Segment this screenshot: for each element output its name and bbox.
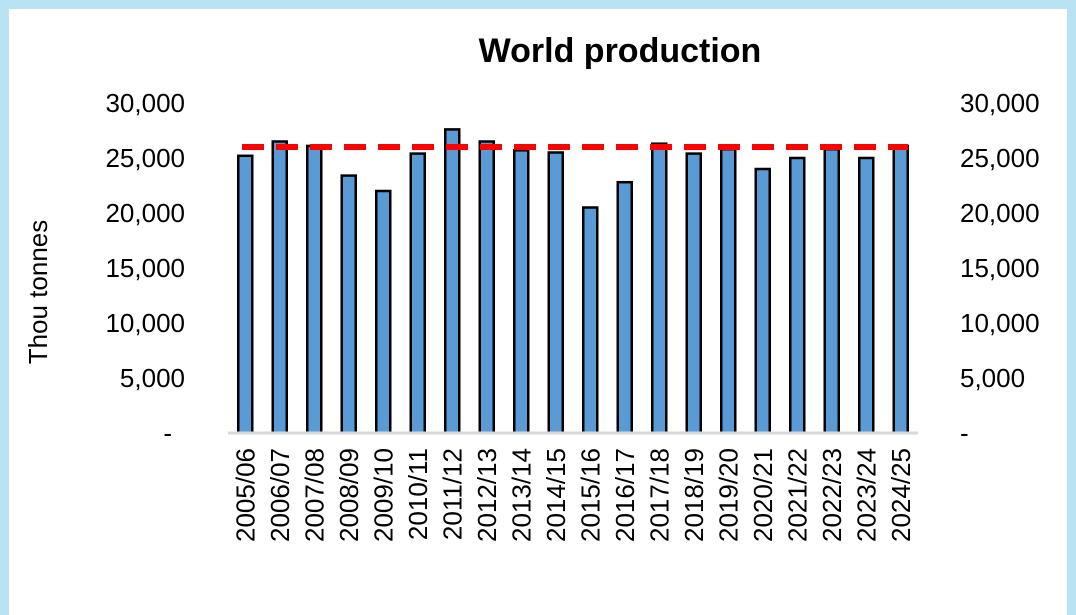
x-tick-label: 2014/15	[541, 448, 571, 542]
bar	[547, 151, 564, 435]
x-tick-label: 2011/12	[437, 448, 467, 540]
right-y-tick-label: 30,000	[960, 88, 1040, 118]
x-tick-label: 2006/07	[265, 448, 295, 542]
bar	[892, 144, 909, 435]
x-tick-label: 2007/08	[299, 448, 329, 542]
bar	[858, 156, 875, 435]
left-y-tick-label: 15,000	[105, 253, 185, 283]
x-tick-label: 2010/11	[403, 448, 433, 540]
left-y-tick-label: 20,000	[105, 198, 185, 228]
bar	[651, 142, 668, 435]
bar	[271, 140, 288, 435]
y-axis-label: Thou tonnes	[23, 220, 53, 365]
bar	[754, 167, 771, 435]
bar	[306, 144, 323, 435]
bar	[340, 174, 357, 435]
left-y-tick-label: -	[163, 418, 172, 448]
bar	[616, 180, 633, 435]
right-y-tick-label: 20,000	[960, 198, 1040, 228]
bar	[685, 152, 702, 435]
x-axis-labels: 2005/06 2006/07 2007/08 2008/09 2009/10 2010/…	[230, 448, 916, 542]
x-tick-label: 2024/25	[886, 448, 916, 542]
bar	[375, 189, 392, 435]
x-tick-label: 2016/17	[610, 448, 640, 542]
right-y-tick-label: 10,000	[960, 308, 1040, 338]
bar	[720, 147, 737, 435]
x-tick-label: 2005/06	[230, 448, 260, 542]
left-y-tick-label: 30,000	[105, 88, 185, 118]
bar	[478, 140, 495, 435]
x-tick-label: 2013/14	[506, 448, 536, 542]
right-y-tick-label: 15,000	[960, 253, 1040, 283]
x-tick-label: 2009/10	[368, 448, 398, 542]
bar-series	[237, 128, 909, 435]
x-tick-label: 2020/21	[748, 448, 778, 542]
left-y-tick-label: 5,000	[120, 363, 185, 393]
x-tick-label: 2017/18	[644, 448, 674, 542]
right-y-tick-label: 5,000	[960, 363, 1025, 393]
bar	[582, 206, 599, 435]
x-tick-label: 2015/16	[575, 448, 605, 542]
bar	[513, 149, 530, 435]
chart-title: World production	[479, 32, 762, 70]
left-y-tick-label: 10,000	[105, 308, 185, 338]
x-tick-label: 2019/20	[713, 448, 743, 542]
x-tick-label: 2023/24	[851, 448, 881, 542]
bar	[823, 147, 840, 435]
right-y-tick-label: 25,000	[960, 143, 1040, 173]
x-tick-label: 2008/09	[334, 448, 364, 542]
bar	[409, 152, 426, 435]
left-y-axis: - 5,000 10,000 15,000 20,000 25,000 30,000	[105, 88, 185, 448]
x-tick-label: 2018/19	[679, 448, 709, 542]
left-y-tick-label: 25,000	[105, 143, 185, 173]
chart-frame	[9, 9, 1067, 615]
x-tick-label: 2012/13	[472, 448, 502, 542]
right-y-axis: - 5,000 10,000 15,000 20,000 25,000 30,000	[960, 88, 1040, 448]
x-tick-label: 2022/23	[817, 448, 847, 542]
bar	[789, 156, 806, 435]
bar	[237, 154, 254, 435]
bar	[444, 128, 461, 435]
x-tick-label: 2021/22	[782, 448, 812, 542]
right-y-tick-label: -	[960, 418, 969, 448]
